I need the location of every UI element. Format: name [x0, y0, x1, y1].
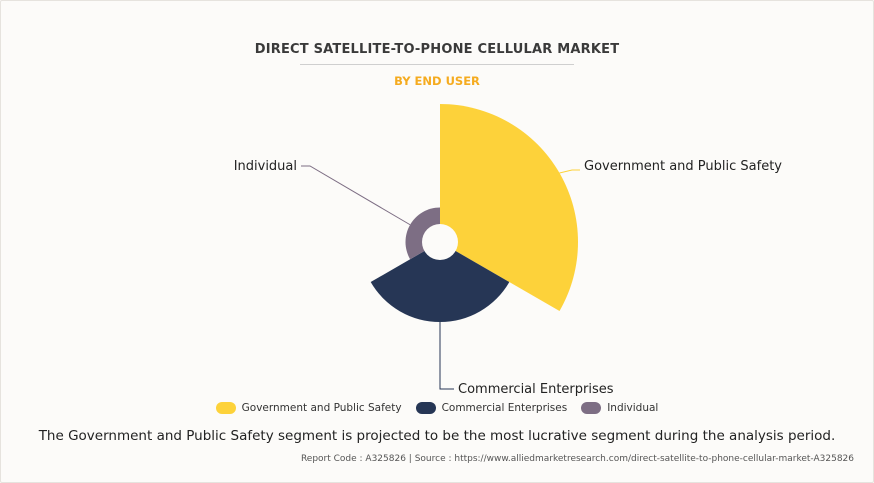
- leader-line-individual: [301, 165, 411, 226]
- chart-title: DIRECT SATELLITE-TO-PHONE CELLULAR MARKE…: [254, 42, 620, 57]
- slice-label-individual: Individual: [234, 159, 297, 174]
- legend-swatch-individual: [581, 402, 602, 414]
- legend-item-commercial[interactable]: Commercial Enterprises: [415, 402, 568, 414]
- slice-label-government: Government and Public Safety: [584, 159, 782, 174]
- chart-subtitle: BY END USER: [394, 74, 480, 88]
- title-divider: [300, 64, 574, 65]
- leader-line-government: [559, 169, 580, 174]
- slice-government[interactable]: [440, 104, 578, 311]
- chart-legend: Government and Public Safety Commercial …: [0, 402, 874, 414]
- legend-item-government[interactable]: Government and Public Safety: [215, 402, 402, 414]
- legend-label-individual: Individual: [607, 402, 659, 414]
- slice-label-commercial: Commercial Enterprises: [458, 382, 614, 397]
- legend-swatch-commercial: [415, 402, 436, 414]
- source-citation: Report Code : A325826 | Source : https:/…: [300, 454, 854, 464]
- slice-commercial[interactable]: [370, 242, 510, 323]
- summary-note: The Government and Public Safety segment…: [38, 428, 836, 444]
- legend-label-government: Government and Public Safety: [241, 402, 402, 414]
- center-hole: [422, 224, 458, 260]
- legend-label-commercial: Commercial Enterprises: [441, 402, 568, 414]
- leader-line-commercial: [439, 322, 454, 390]
- legend-item-individual[interactable]: Individual: [581, 402, 658, 414]
- legend-swatch-government: [215, 402, 236, 414]
- polar-area-chart: Government and Public Safety Commercial E…: [234, 104, 782, 397]
